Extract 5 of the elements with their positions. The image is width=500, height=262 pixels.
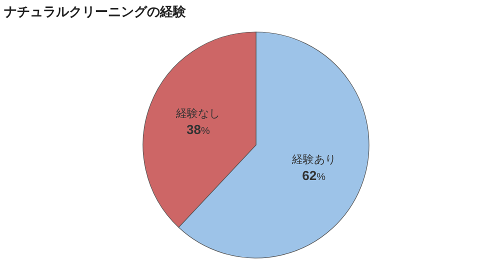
data-label: 62% <box>302 168 326 183</box>
slice-label: 経験あり <box>290 152 336 166</box>
chart-title: ナチュラルクリーニングの経験 <box>4 5 187 20</box>
data-label: 38% <box>186 122 210 138</box>
slice-label: 経験なし <box>175 107 220 120</box>
